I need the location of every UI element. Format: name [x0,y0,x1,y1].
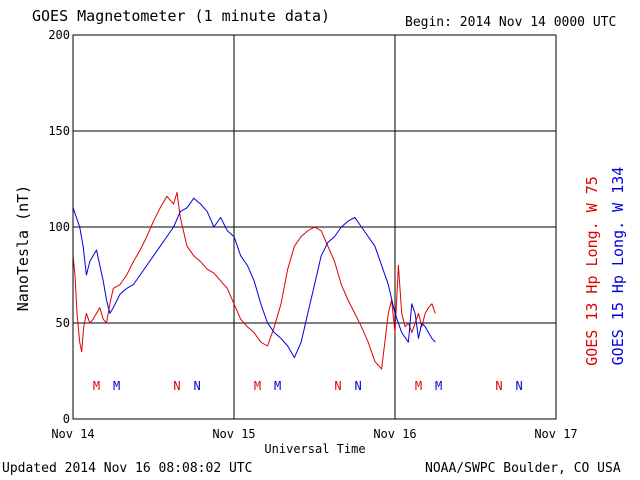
marker-m-4: M [254,379,261,393]
chart-title: GOES Magnetometer (1 minute data) [32,7,331,25]
marker-n-2: N [173,379,180,393]
begin-time: Begin: 2014 Nov 14 0000 UTC [405,15,617,30]
x-tick-label-2: Nov 16 [373,427,416,441]
credit-line: NOAA/SWPC Boulder, CO USA [425,461,621,476]
marker-n-3: N [193,379,200,393]
x-tick-label-3: Nov 17 [534,427,577,441]
marker-m-5: M [274,379,281,393]
marker-n-6: N [334,379,341,393]
x-tick-label-0: Nov 14 [51,427,94,441]
series-line-0 [72,191,436,370]
grid-lines [73,35,556,419]
marker-n-11: N [515,379,522,393]
y-tick-label-2: 100 [48,220,70,234]
marker-n-7: N [354,379,361,393]
marker-m-9: M [435,379,442,393]
marker-m-0: M [93,379,100,393]
x-axis-label: Universal Time [264,442,365,456]
plot-frame [72,34,557,420]
marker-m-1: M [113,379,120,393]
y-axis-label: NanoTesla (nT) [14,185,32,311]
x-tick-label-1: Nov 15 [212,427,255,441]
y-tick-label-4: 200 [48,28,70,42]
series-line-1 [72,197,436,359]
series-lines [72,191,436,370]
marker-m-8: M [415,379,422,393]
y-tick-label-3: 150 [48,124,70,138]
y-tick-label-0: 0 [63,412,70,426]
legend-goes13: GOES 13 Hp Long. W 75 [583,176,601,366]
legend-goes15: GOES 15 Hp Long. W 134 [609,167,627,366]
x-tick-labels: Nov 14 Nov 15 Nov 16 Nov 17 [51,427,577,441]
y-tick-labels: 0 50 100 150 200 [48,28,70,426]
marker-n-10: N [495,379,502,393]
y-tick-label-1: 50 [56,316,70,330]
updated-time: Updated 2014 Nov 16 08:08:02 UTC [2,461,253,476]
